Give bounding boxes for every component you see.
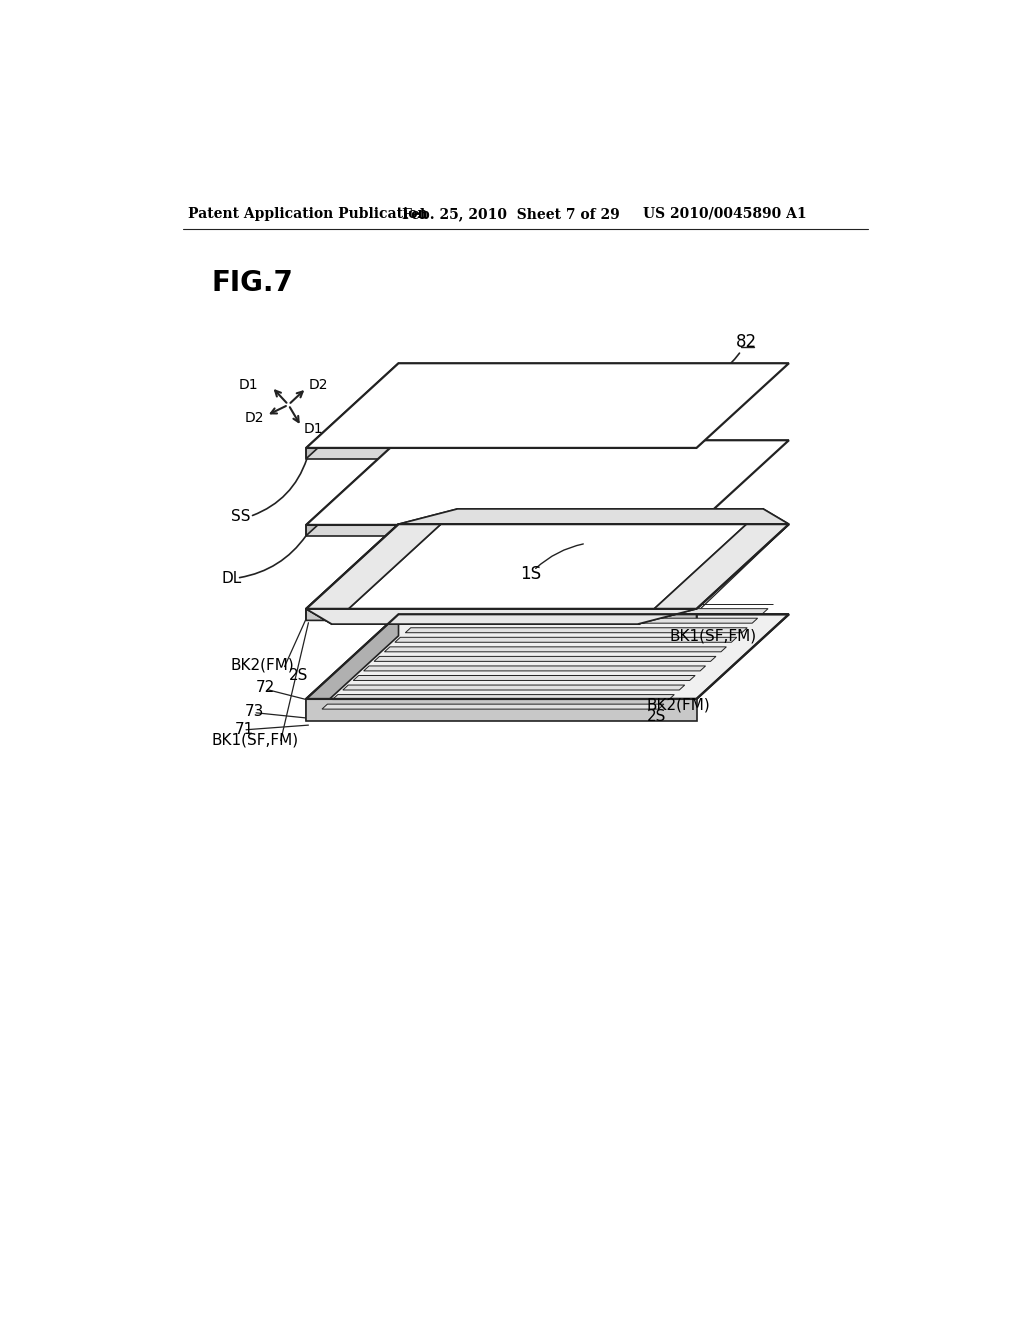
Polygon shape	[353, 676, 695, 681]
FancyArrowPatch shape	[253, 459, 307, 516]
FancyArrowPatch shape	[642, 354, 739, 400]
Polygon shape	[638, 609, 696, 624]
Polygon shape	[306, 609, 696, 620]
Text: D2: D2	[308, 378, 329, 392]
Polygon shape	[333, 694, 675, 700]
FancyArrowPatch shape	[536, 544, 584, 569]
Polygon shape	[416, 618, 758, 623]
Polygon shape	[306, 524, 788, 609]
Text: 1S: 1S	[520, 565, 542, 583]
Polygon shape	[384, 647, 726, 652]
Text: D1: D1	[239, 379, 258, 392]
Polygon shape	[306, 441, 788, 525]
Text: BK1(SF,FM): BK1(SF,FM)	[670, 628, 757, 643]
Polygon shape	[306, 524, 398, 620]
Text: BK1(SF,FM): BK1(SF,FM)	[211, 733, 299, 747]
Polygon shape	[306, 609, 348, 624]
Text: FIG.7: FIG.7	[211, 269, 293, 297]
Text: US 2010/0045890 A1: US 2010/0045890 A1	[643, 207, 806, 220]
Text: 2S: 2S	[646, 709, 666, 725]
Polygon shape	[306, 363, 398, 459]
Polygon shape	[306, 700, 696, 721]
Polygon shape	[306, 614, 398, 721]
Text: BK2(FM): BK2(FM)	[230, 657, 295, 673]
Text: 73: 73	[245, 704, 264, 719]
Polygon shape	[426, 609, 768, 614]
Text: 72: 72	[255, 680, 274, 694]
Polygon shape	[306, 614, 788, 700]
Polygon shape	[306, 441, 398, 536]
Text: 82: 82	[736, 333, 757, 351]
FancyArrowPatch shape	[240, 536, 306, 578]
Polygon shape	[322, 704, 664, 709]
Text: Feb. 25, 2010  Sheet 7 of 29: Feb. 25, 2010 Sheet 7 of 29	[402, 207, 621, 220]
Polygon shape	[398, 510, 788, 524]
Polygon shape	[332, 620, 654, 624]
Text: 2S: 2S	[289, 668, 308, 684]
Polygon shape	[638, 510, 788, 624]
Polygon shape	[306, 447, 696, 459]
Text: DL: DL	[221, 570, 242, 586]
Polygon shape	[343, 685, 685, 690]
Polygon shape	[332, 510, 763, 624]
Text: Patent Application Publication: Patent Application Publication	[188, 207, 428, 220]
Text: SS: SS	[230, 510, 250, 524]
Text: 71: 71	[234, 722, 254, 738]
Polygon shape	[306, 363, 788, 447]
Polygon shape	[306, 609, 696, 624]
Polygon shape	[306, 510, 458, 624]
Text: BK2(FM): BK2(FM)	[646, 697, 711, 713]
Polygon shape	[395, 638, 737, 643]
Polygon shape	[374, 656, 716, 661]
Polygon shape	[364, 667, 706, 671]
Text: D2: D2	[245, 411, 264, 425]
Polygon shape	[406, 628, 748, 632]
Text: D1: D1	[303, 422, 324, 436]
Polygon shape	[306, 525, 696, 536]
